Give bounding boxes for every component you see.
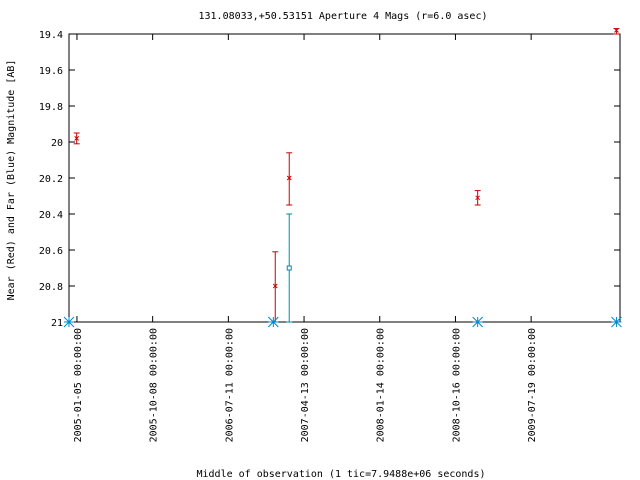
y-tick-label-1: 19.6 (39, 66, 63, 77)
x-marker (614, 28, 619, 33)
series-1-point-0 (286, 213, 293, 323)
series-0-point-2 (286, 152, 293, 206)
x-marker (74, 136, 80, 141)
x-tick-label-0: 2005-01-05 00:00:00 (73, 328, 84, 442)
y-tick-label-8: 21 (51, 318, 63, 329)
x-tick-label-6: 2009-07-19 00:00:00 (527, 328, 538, 442)
y-tick-label-4: 20.2 (39, 174, 63, 185)
limit-marker-2 (472, 316, 484, 328)
data-marks (63, 28, 622, 328)
y-tick-label-2: 19.8 (39, 102, 63, 113)
x-tick-label-3: 2007-04-13 00:00:00 (300, 328, 311, 442)
limit-marker-0 (63, 316, 75, 328)
x-tick-label-5: 2008-10-16 00:00:00 (451, 328, 462, 442)
y-tick-label-6: 20.6 (39, 246, 63, 257)
x-marker (286, 175, 292, 181)
square-marker (286, 265, 292, 271)
y-tick-label-7: 20.8 (39, 282, 63, 293)
y-tick-label-0: 19.4 (39, 30, 63, 41)
y-axis-label: Near (Red) and Far (Blue) Magnitude [AB] (6, 60, 17, 301)
chart-title: 131.08033,+50.53151 Aperture 4 Mags (r=6… (199, 11, 488, 22)
limit-marker-1 (267, 316, 279, 328)
y-tick-label-5: 20.4 (39, 210, 63, 221)
y-tick-label-3: 20 (51, 138, 63, 149)
asterisk-stroke (472, 316, 484, 328)
x-tick-label-2: 2006-07-11 00:00:00 (224, 328, 235, 442)
x-axis-ticks: 2005-01-05 00:00:00 2005-10-08 00:00:00 20… (73, 34, 538, 442)
x-tick-label-1: 2005-10-08 00:00:00 (149, 328, 160, 442)
plot-frame (68, 33, 621, 323)
series-0-point-0 (73, 132, 80, 145)
x-axis-label: Middle of observation (1 tic=7.9488e+06 … (197, 469, 486, 480)
series-0-point-3 (474, 190, 481, 206)
asterisk-stroke (267, 316, 279, 328)
series-0-point-4 (613, 28, 620, 35)
asterisk-stroke (611, 316, 622, 328)
series-0-point-1 (272, 251, 279, 323)
limit-marker-3 (611, 316, 622, 328)
x-tick-label-4: 2008-01-14 00:00:00 (376, 328, 387, 442)
y-axis-ticks: 19.4 19.6 19.8 20 20.2 20.4 20.6 20.8 21 (39, 30, 620, 329)
x-marker (272, 283, 278, 289)
asterisk-stroke (63, 316, 75, 328)
x-marker (475, 195, 481, 201)
